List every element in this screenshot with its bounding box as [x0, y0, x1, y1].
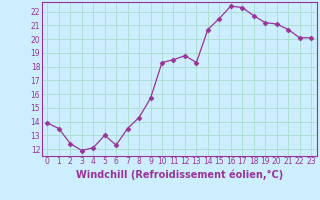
X-axis label: Windchill (Refroidissement éolien,°C): Windchill (Refroidissement éolien,°C): [76, 169, 283, 180]
